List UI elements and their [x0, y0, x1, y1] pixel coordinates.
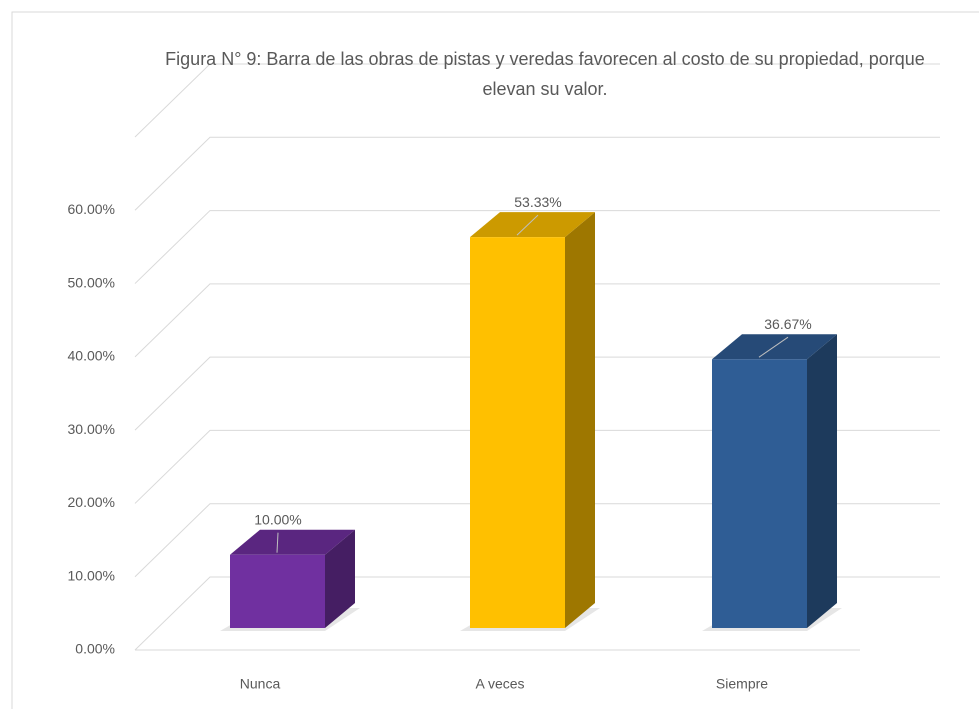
y-tick-label: 60.00% [68, 201, 115, 217]
value-label: 36.67% [764, 316, 811, 332]
grid-line [134, 503, 940, 578]
grid-line [134, 576, 940, 651]
y-tick-label: 10.00% [68, 567, 115, 583]
bar [460, 212, 600, 631]
grid-line [134, 429, 940, 504]
y-tick-label: 20.00% [68, 494, 115, 510]
x-tick-label: Siempre [716, 676, 768, 692]
grid-line [134, 283, 940, 358]
value-label: 53.33% [514, 194, 561, 210]
leader-line [516, 214, 539, 236]
x-tick-label: Nunca [240, 676, 281, 692]
grid-line [134, 136, 940, 211]
chart-border [11, 11, 979, 709]
y-tick-label: 40.00% [68, 348, 115, 364]
bar-side [325, 529, 355, 628]
x-tick-label: A veces [475, 676, 524, 692]
bar-front [470, 237, 565, 628]
chart-title: Figura N° 9: Barra de las obras de pista… [165, 49, 925, 99]
leader-line [276, 532, 279, 553]
bar-side [565, 212, 595, 628]
value-label: 10.00% [254, 511, 301, 527]
y-tick-label: 30.00% [68, 421, 115, 437]
grid-line [134, 356, 940, 431]
y-tick-label: 50.00% [68, 274, 115, 290]
bar [220, 529, 360, 631]
y-tick-label: 0.00% [75, 641, 115, 657]
bar-front [230, 554, 325, 628]
bar-top [230, 529, 355, 555]
leader-line [758, 336, 789, 358]
bar-front [712, 359, 807, 628]
grid-line [134, 210, 940, 284]
bar-top [470, 212, 595, 238]
bar [702, 334, 842, 631]
grid-line [134, 63, 940, 138]
bar-side [807, 334, 837, 628]
